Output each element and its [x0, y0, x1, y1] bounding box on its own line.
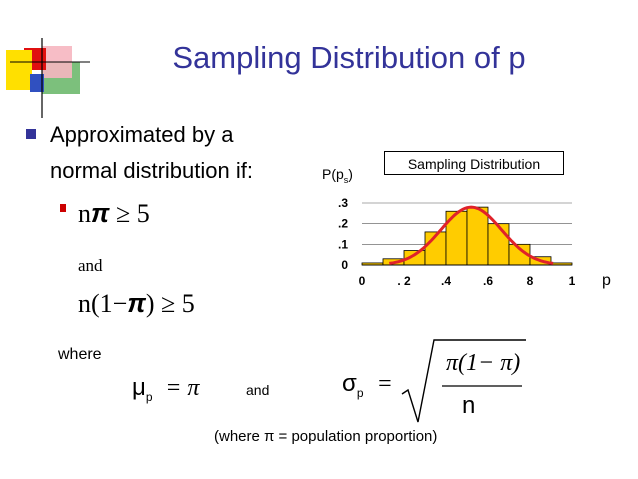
chart-ylabel: P(ps) — [322, 166, 353, 185]
chart-x-tick-label: 8 — [527, 274, 534, 288]
chart-y-tick-label: .1 — [338, 237, 348, 251]
bullet-square-icon — [26, 129, 36, 139]
chart-xlabel: p — [602, 272, 611, 289]
bullet-text-line1: Approximated by a — [50, 122, 234, 147]
bullet-text-line2: normal distribution if: — [50, 158, 253, 183]
sigma-denominator: n — [462, 392, 476, 419]
mu-symbol: μ — [132, 374, 146, 401]
chart-x-tick-label: 1 — [569, 274, 576, 288]
where-label: where — [58, 346, 102, 363]
deco-blue-square — [30, 74, 44, 92]
condition-2-pre: n(1− — [78, 289, 128, 318]
sub-bullet-icon — [60, 204, 66, 212]
condition-2-post: ) ≥ 5 — [145, 289, 195, 318]
chart-caption: Sampling Distribution — [384, 151, 564, 175]
radical-sign-icon — [401, 339, 526, 423]
sigma-equals: = — [378, 371, 392, 397]
mean-formula: μp = π — [132, 374, 199, 404]
chart-bar — [466, 206, 489, 266]
chart-normal-curve — [389, 205, 554, 265]
condition-1-pi: π — [91, 198, 110, 228]
chart-bar — [487, 223, 510, 266]
chart-y-tick-label: .2 — [338, 217, 348, 231]
chart-y-tick-label: .3 — [338, 196, 348, 210]
sampling-distribution-chart: .3 .2 .1 00 . 2 .4 .6 8 1 — [338, 196, 576, 288]
condition-1: nπ ≥ 5 — [78, 198, 150, 229]
mu-subscript: p — [145, 389, 153, 404]
chart-y-tick-label: 0 — [341, 258, 348, 272]
deco-yellow-square — [6, 50, 32, 90]
chart-x-tick-label: .4 — [441, 274, 451, 288]
sigma-symbol: σ — [342, 370, 357, 397]
sigma-subscript: p — [356, 385, 364, 400]
chart-ylabel-main: P( — [322, 166, 336, 182]
sigma-formula: σp = — [342, 370, 392, 400]
chart-x-tick-label: 0 — [359, 274, 366, 288]
condition-2-pi: π — [127, 288, 146, 318]
and-label-2: and — [246, 382, 270, 398]
corner-decoration — [6, 38, 90, 118]
footnote: (where π = population proportion) — [214, 428, 438, 445]
chart-ylabel-p: p — [336, 166, 344, 182]
slide-title: Sampling Distribution of p — [172, 40, 526, 75]
chart-x-tick-label: .6 — [483, 274, 493, 288]
sigma-numerator: π(1− π) — [446, 350, 521, 376]
chart-x-tick-label: . 2 — [397, 274, 411, 288]
chart-ylabel-sub: s — [343, 174, 349, 185]
chart-ylabel-close: ) — [348, 166, 353, 182]
condition-2: n(1−π) ≥ 5 — [78, 288, 195, 319]
and-label: and — [78, 256, 103, 275]
condition-1-pre: n — [78, 199, 91, 228]
condition-1-post: ≥ 5 — [109, 199, 150, 228]
mu-equals: = π — [165, 375, 200, 401]
